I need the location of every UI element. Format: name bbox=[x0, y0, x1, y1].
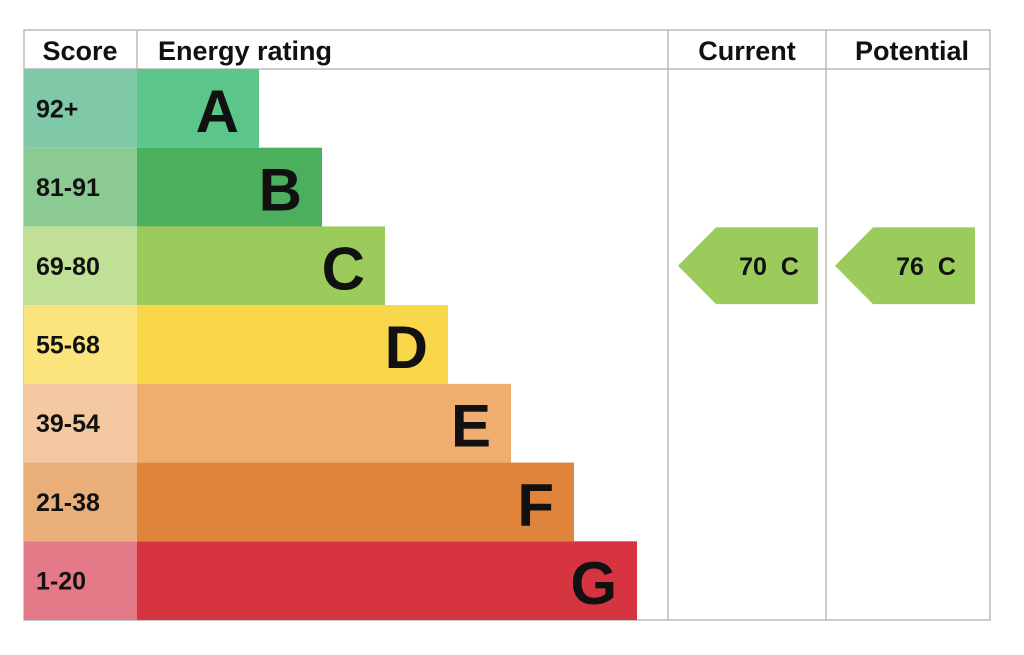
potential-arrow bbox=[835, 227, 975, 305]
header-potential: Potential bbox=[855, 36, 969, 66]
score-cell bbox=[24, 147, 137, 227]
header-current: Current bbox=[698, 36, 796, 66]
rating-bar bbox=[137, 69, 259, 148]
score-cell bbox=[24, 69, 137, 148]
score-cell bbox=[24, 305, 137, 384]
score-label: 92+ bbox=[36, 95, 78, 123]
score-label: 69-80 bbox=[36, 253, 100, 281]
score-cell bbox=[24, 226, 137, 306]
rating-letter: B bbox=[259, 157, 302, 224]
rating-bar bbox=[137, 462, 574, 542]
potential-label: 76 C bbox=[896, 253, 956, 281]
score-label: 39-54 bbox=[36, 410, 100, 438]
potential-band: C bbox=[938, 253, 956, 281]
current-value: 70 bbox=[739, 253, 767, 281]
current-band: C bbox=[781, 253, 799, 281]
score-label: 21-38 bbox=[36, 489, 100, 517]
rating-letter: E bbox=[451, 393, 491, 460]
potential-value: 76 bbox=[896, 253, 924, 281]
rating-letter: G bbox=[570, 550, 617, 617]
rating-bar bbox=[137, 226, 385, 306]
score-label: 1-20 bbox=[36, 568, 86, 596]
header-rating: Energy rating bbox=[158, 36, 332, 66]
score-cell bbox=[24, 541, 137, 620]
rating-letter: F bbox=[517, 471, 554, 538]
rating-letter: D bbox=[385, 314, 428, 381]
header-score: Score bbox=[42, 36, 117, 66]
rating-letter: C bbox=[322, 235, 365, 302]
rating-bar bbox=[137, 383, 511, 463]
current-arrow bbox=[678, 227, 818, 305]
current-label: 70 C bbox=[739, 253, 799, 281]
rating-letter: A bbox=[196, 78, 239, 145]
score-label: 55-68 bbox=[36, 332, 100, 360]
score-cell bbox=[24, 462, 137, 542]
rating-bar bbox=[137, 305, 448, 384]
rating-bar bbox=[137, 541, 637, 620]
score-label: 81-91 bbox=[36, 174, 100, 202]
score-cell bbox=[24, 383, 137, 463]
rating-bar bbox=[137, 147, 322, 227]
